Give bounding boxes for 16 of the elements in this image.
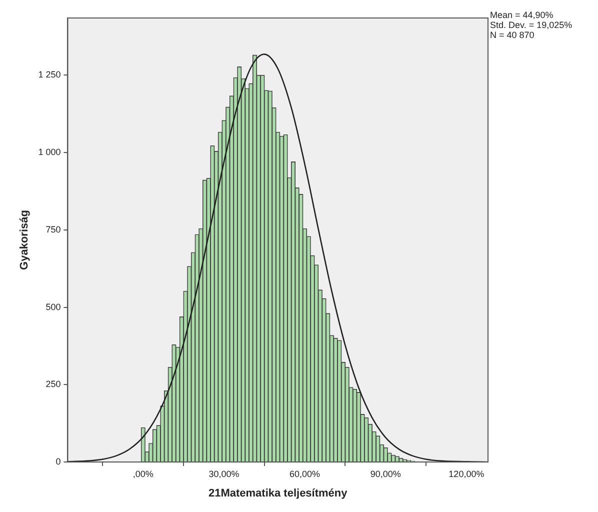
- y-tick-label: 500: [46, 302, 61, 312]
- y-tick-label: 0: [56, 456, 61, 466]
- y-axis-title: Gyakoriság: [18, 210, 31, 270]
- text: N = 40 870: [490, 30, 536, 40]
- x-tick-label: 60,00%: [290, 468, 320, 479]
- text: Std. Dev. = 19,025%: [490, 20, 572, 30]
- y-tick-label: 750: [46, 224, 61, 234]
- y-tick-label: 1 000: [38, 147, 61, 158]
- x-tick-label: 90,00%: [370, 468, 401, 479]
- y-tick-label: 1 250: [38, 70, 61, 80]
- x-tick-label: 120,00%: [448, 468, 484, 479]
- text: Mean = 44,90%: [490, 10, 554, 20]
- x-tick-label: 30,00%: [208, 468, 240, 479]
- y-tick-label: 250: [46, 379, 61, 390]
- x-axis-title: 21Matematika teljesítmény: [208, 487, 348, 500]
- x-tick-label: ,00%: [132, 468, 154, 479]
